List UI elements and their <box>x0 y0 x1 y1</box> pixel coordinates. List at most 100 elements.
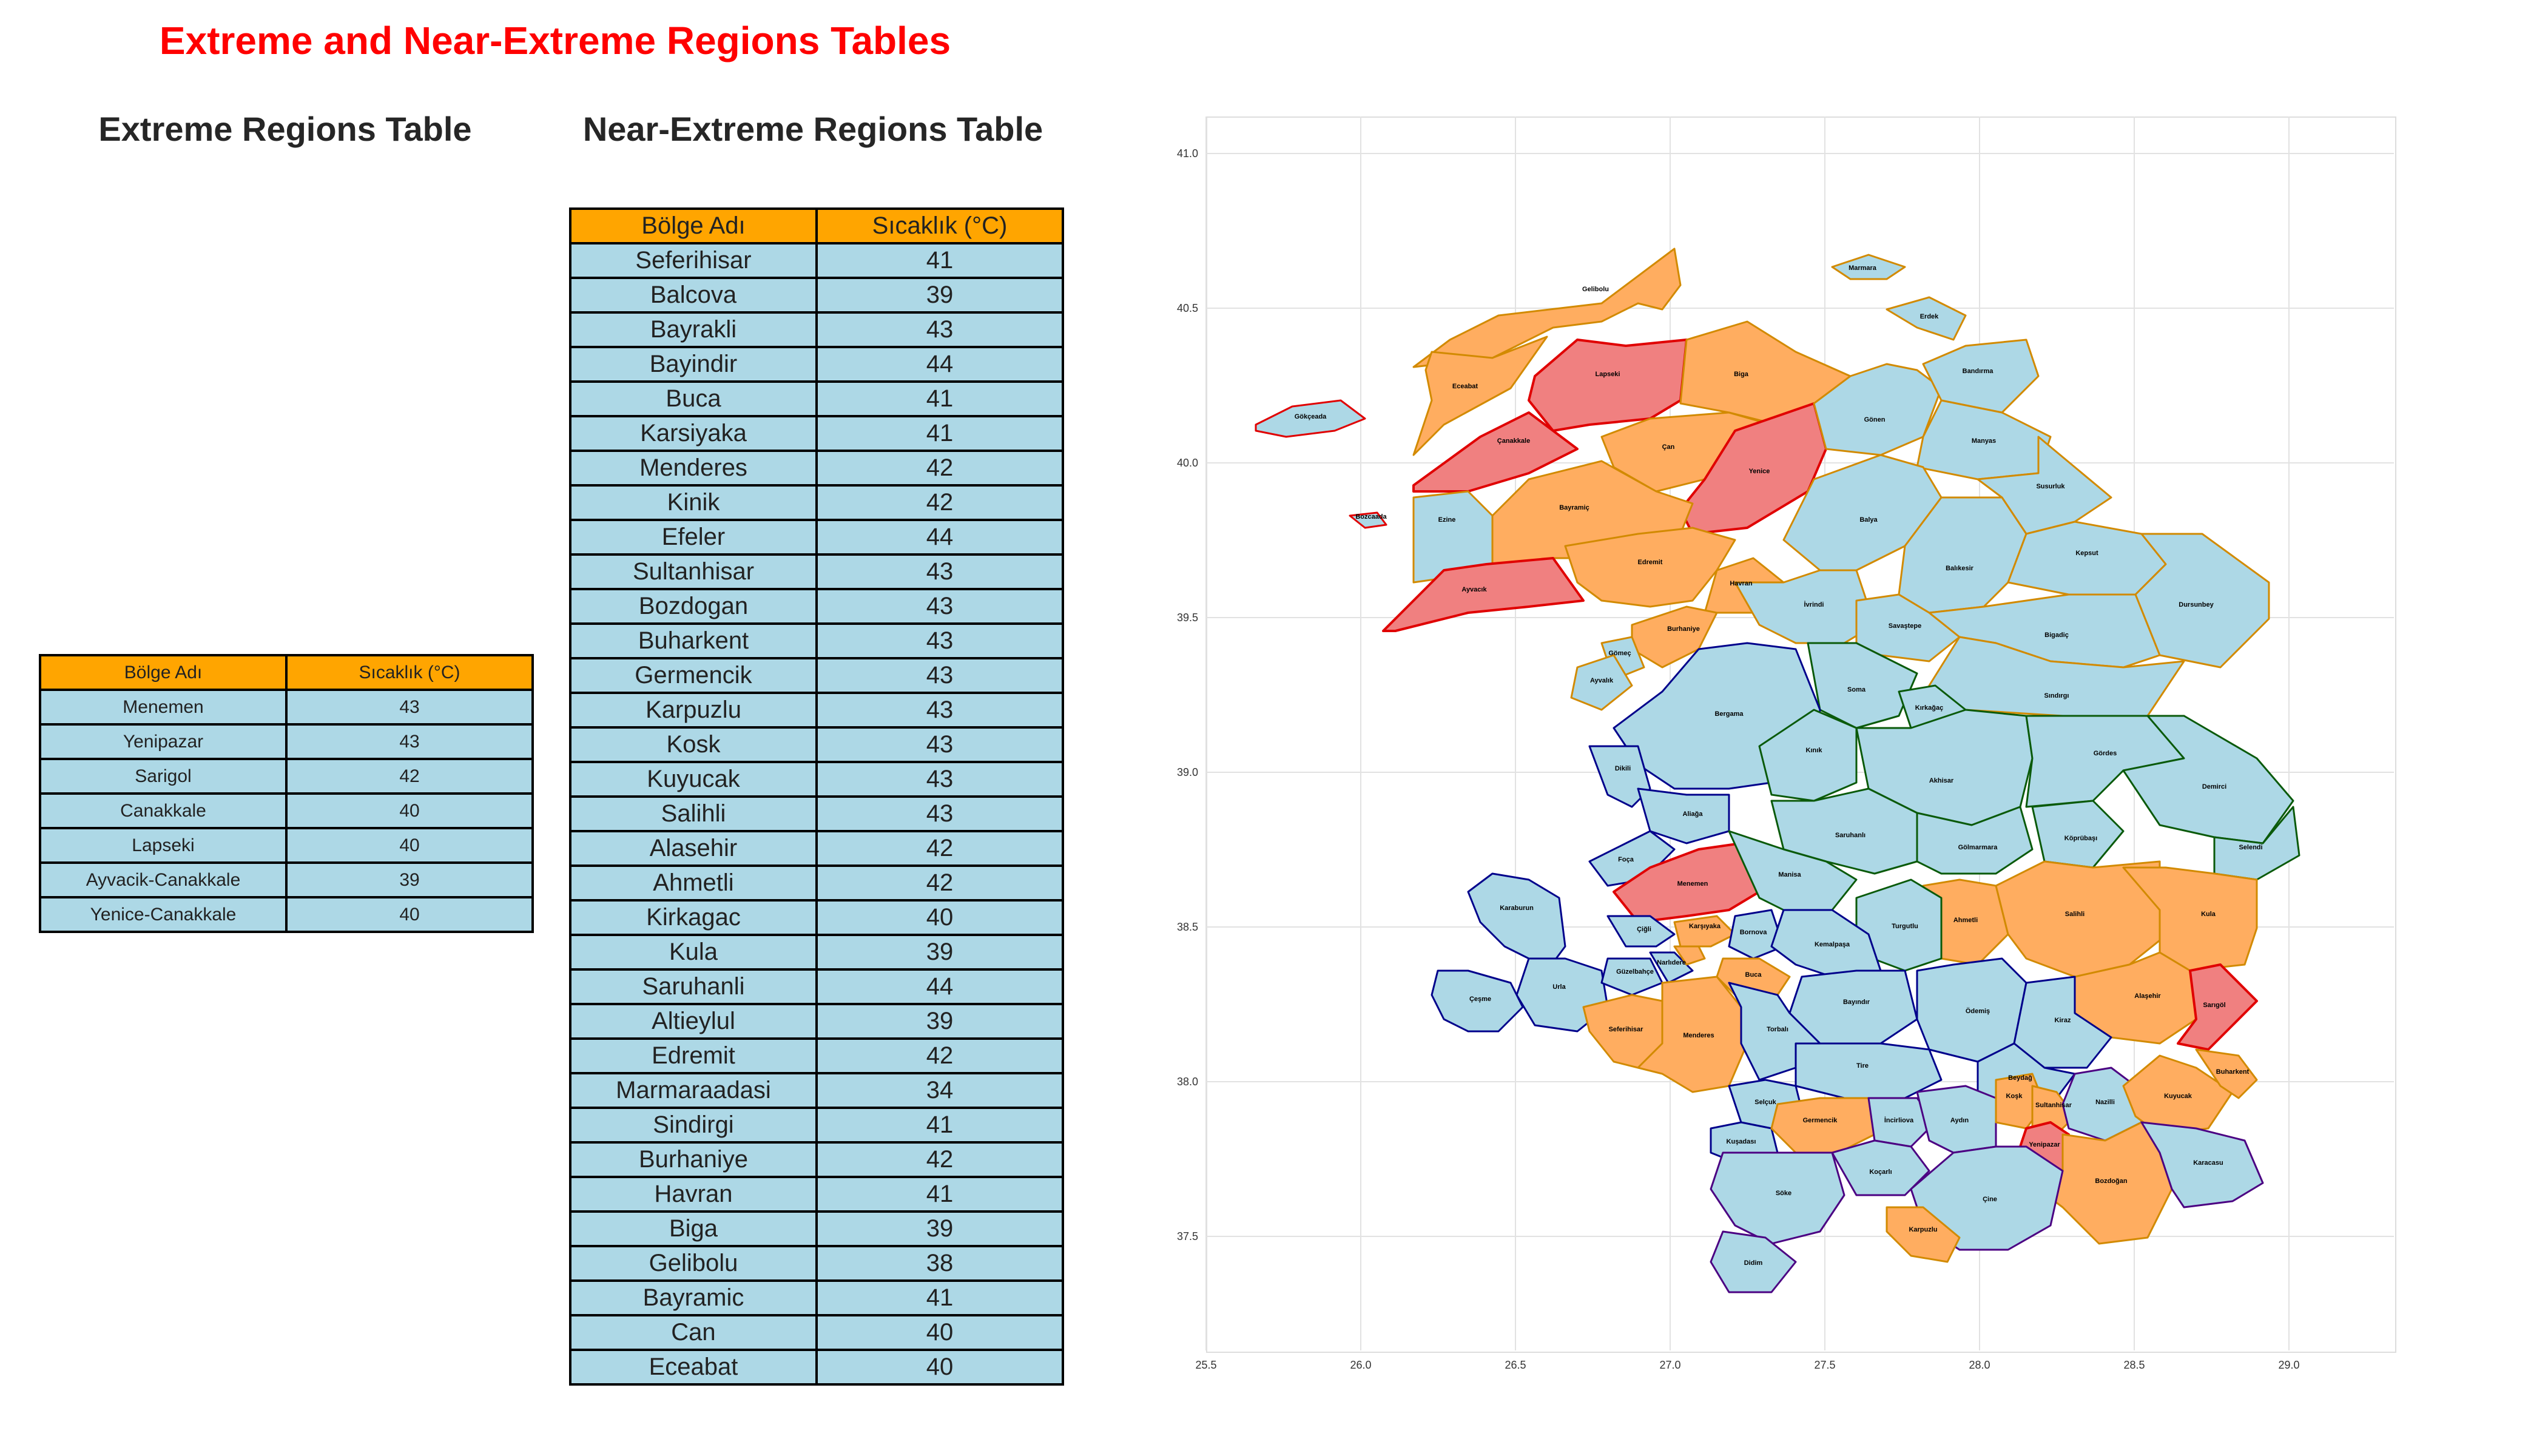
temperature-cell: 43 <box>815 311 1064 348</box>
table-row: Menemen 43 <box>39 689 534 726</box>
y-tick-label: 41.0 <box>1177 147 1198 160</box>
table-row: Bayramic 41 <box>569 1279 1064 1316</box>
column-header-region: Bölge Adı <box>39 654 288 691</box>
region-name-cell: Bayrakli <box>569 311 818 348</box>
table-row: Ahmetli 42 <box>569 864 1064 902</box>
region-name-cell: Havran <box>569 1176 818 1213</box>
temperature-cell: 38 <box>815 1245 1064 1282</box>
table-row: Eceabat 40 <box>569 1349 1064 1386</box>
temperature-cell: 42 <box>815 864 1064 902</box>
region-name-cell: Gelibolu <box>569 1245 818 1282</box>
region-name-cell: Kosk <box>569 726 818 763</box>
temperature-cell: 43 <box>285 689 534 726</box>
table-row: Germencik 43 <box>569 657 1064 694</box>
region-name-cell: Edremit <box>569 1037 818 1074</box>
temperature-cell: 43 <box>815 588 1064 625</box>
region-name-cell: Menderes <box>569 450 818 487</box>
table-row: Yenice-Canakkale 40 <box>39 896 534 933</box>
table-row: Sindirgi 41 <box>569 1107 1064 1144</box>
x-tick-label: 28.5 <box>2123 1359 2145 1371</box>
table-header-row: Bölge Adı Sıcaklık (°C) <box>39 654 534 691</box>
region-name-cell: Saruhanli <box>569 968 818 1005</box>
region-name-cell: Efeler <box>569 519 818 556</box>
temperature-cell: 44 <box>815 968 1064 1005</box>
near-extreme-regions-table: Bölge Adı Sıcaklık (°C) Seferihisar 41 Bal… <box>569 207 1064 1386</box>
table-row: Sultanhisar 43 <box>569 553 1064 590</box>
table-row: Seferihisar 41 <box>569 242 1064 279</box>
extreme-regions-table: Bölge Adı Sıcaklık (°C) Menemen 43 Yenipaz… <box>39 654 534 933</box>
region-name-cell: Can <box>569 1314 818 1351</box>
table-row: Kinik 42 <box>569 484 1064 521</box>
table-row: Lapseki 40 <box>39 827 534 864</box>
region-name-cell: Menemen <box>39 689 288 726</box>
temperature-cell: 39 <box>815 934 1064 971</box>
temperature-cell: 41 <box>815 1279 1064 1316</box>
region-name-cell: Karpuzlu <box>569 692 818 729</box>
temperature-cell: 43 <box>815 761 1064 798</box>
y-tick-label: 38.5 <box>1177 921 1198 933</box>
near-extreme-table-title: Near-Extreme Regions Table <box>582 110 1043 148</box>
x-tick-label: 25.5 <box>1195 1359 1216 1371</box>
table-row: Balcova 39 <box>569 277 1064 314</box>
table-row: Buharkent 43 <box>569 622 1064 659</box>
region-name-cell: Germencik <box>569 657 818 694</box>
region-name-cell: Kula <box>569 934 818 971</box>
table-row: Bozdogan 43 <box>569 588 1064 625</box>
temperature-cell: 43 <box>815 726 1064 763</box>
temperature-cell: 42 <box>815 450 1064 487</box>
extreme-table-title: Extreme Regions Table <box>98 110 472 148</box>
region-name-cell: Burhaniye <box>569 1141 818 1178</box>
x-tick-label: 28.0 <box>1969 1359 1990 1371</box>
region-name-cell: Eceabat <box>569 1349 818 1386</box>
temperature-cell: 40 <box>815 1314 1064 1351</box>
table-row: Buca 41 <box>569 380 1064 417</box>
region-name-cell: Buharkent <box>569 622 818 659</box>
temperature-cell: 41 <box>815 1176 1064 1213</box>
column-header-region: Bölge Adı <box>569 207 818 244</box>
region-name-cell: Sarigol <box>39 758 288 795</box>
table-row: Burhaniye 42 <box>569 1141 1064 1178</box>
temperature-cell: 34 <box>815 1072 1064 1109</box>
table-row: Havran 41 <box>569 1176 1064 1213</box>
temperature-cell: 39 <box>815 1210 1064 1247</box>
y-tick-label: 39.5 <box>1177 612 1198 624</box>
region-name-cell: Sindirgi <box>569 1107 818 1144</box>
temperature-cell: 40 <box>285 792 534 829</box>
region-name-cell: Buca <box>569 380 818 417</box>
region-name-cell: Ayvacik-Canakkale <box>39 861 288 898</box>
table-row: Kosk 43 <box>569 726 1064 763</box>
temperature-cell: 44 <box>815 346 1064 383</box>
x-tick-label: 29.0 <box>2278 1359 2299 1371</box>
temperature-cell: 43 <box>815 795 1064 832</box>
temperature-cell: 42 <box>815 1141 1064 1178</box>
x-tick-label: 27.0 <box>1659 1359 1680 1371</box>
region-name-cell: Alasehir <box>569 830 818 867</box>
table-row: Kuyucak 43 <box>569 761 1064 798</box>
region-name-cell: Sultanhisar <box>569 553 818 590</box>
temperature-cell: 42 <box>815 484 1064 521</box>
table-row: Can 40 <box>569 1314 1064 1351</box>
table-row: Salihli 43 <box>569 795 1064 832</box>
x-tick-label: 27.5 <box>1814 1359 1835 1371</box>
table-row: Canakkale 40 <box>39 792 534 829</box>
table-row: Kula 39 <box>569 934 1064 971</box>
region-name-cell: Bayramic <box>569 1279 818 1316</box>
region-name-cell: Ahmetli <box>569 864 818 902</box>
temperature-cell: 41 <box>815 415 1064 452</box>
temperature-cell: 41 <box>815 1107 1064 1144</box>
x-tick-label: 26.0 <box>1350 1359 1371 1371</box>
temperature-cell: 43 <box>815 622 1064 659</box>
region-name-cell: Salihli <box>569 795 818 832</box>
temperature-cell: 39 <box>815 1003 1064 1040</box>
region-name-cell: Lapseki <box>39 827 288 864</box>
temperature-cell: 42 <box>285 758 534 795</box>
region-name-cell: Seferihisar <box>569 242 818 279</box>
table-row: Bayrakli 43 <box>569 311 1064 348</box>
y-tick-label: 40.0 <box>1177 457 1198 469</box>
temperature-cell: 40 <box>815 899 1064 936</box>
temperature-cell: 42 <box>815 1037 1064 1074</box>
table-row: Altieylul 39 <box>569 1003 1064 1040</box>
column-header-temperature: Sıcaklık (°C) <box>815 207 1064 244</box>
table-row: Gelibolu 38 <box>569 1245 1064 1282</box>
page-title: Extreme and Near-Extreme Regions Tables <box>159 19 951 62</box>
